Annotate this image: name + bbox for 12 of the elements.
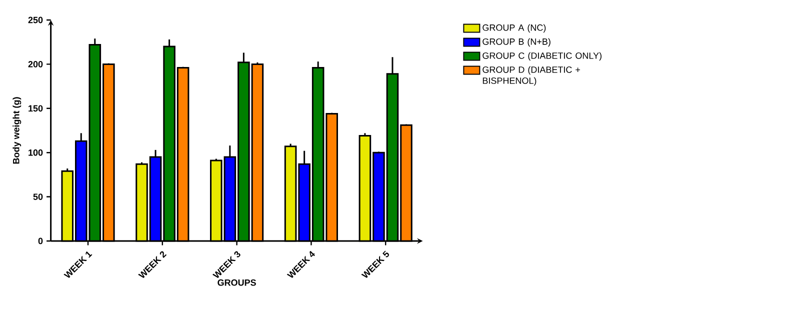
legend-label: GROUP A (NC) bbox=[482, 24, 546, 33]
y-axis-title: Body weight (g) bbox=[12, 97, 22, 164]
y-tick-label: 0 bbox=[38, 238, 43, 244]
x-axis-title: GROUPS bbox=[218, 279, 256, 286]
y-tick-label: 250 bbox=[28, 16, 43, 24]
legend-label: GROUP C (DIABETIC ONLY) bbox=[482, 52, 602, 61]
y-tick-label: 100 bbox=[28, 149, 43, 156]
y-tick-label: 200 bbox=[28, 61, 43, 68]
legend-label: GROUP B (N+B) bbox=[482, 38, 550, 47]
y-tick-label: 50 bbox=[33, 194, 43, 200]
legend-label: GROUP D (DIABETIC + BISPHENOL) bbox=[482, 66, 580, 86]
y-tick-label: 150 bbox=[28, 105, 43, 112]
